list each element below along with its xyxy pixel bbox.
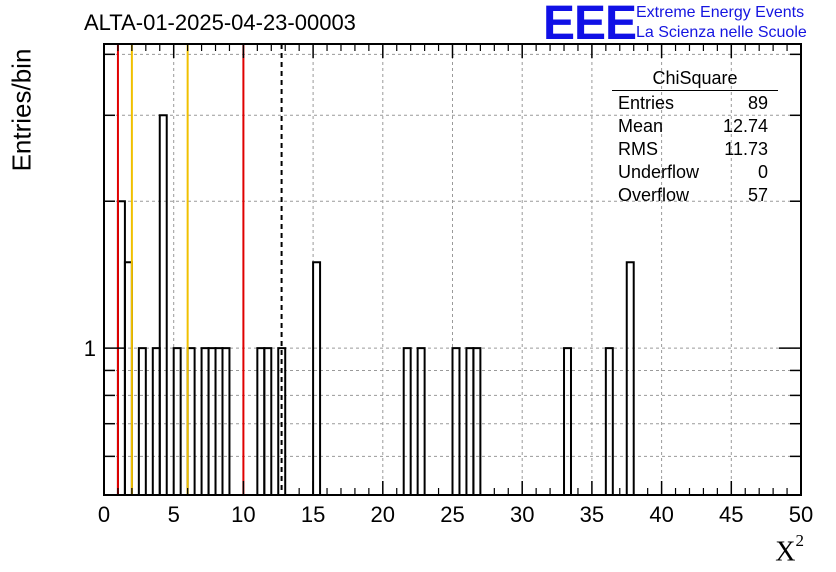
logo-line-1: Extreme Energy Events [636,4,805,21]
x-tick-label: 35 [580,502,604,527]
stats-row-underflow: Underflow 0 [612,161,778,184]
y-axis-label: Entries/bin [6,48,37,172]
x-tick-label: 30 [510,502,534,527]
stats-value: 0 [757,162,768,182]
histogram-bin [604,347,614,495]
stats-value: 57 [747,185,768,205]
stats-value: 12.74 [722,116,768,136]
stats-box: ChiSquare Entries 89 Mean 12.74 RMS 11.7… [612,68,778,207]
x-tick-label: 25 [440,502,464,527]
histogram-bin [563,347,572,495]
stats-row-overflow: Overflow 57 [612,184,778,207]
x-tick-label: 50 [789,502,813,527]
stats-title: ChiSquare [612,68,778,91]
stats-label: Underflow [618,162,700,182]
x-axis-label-superscript: 2 [795,530,805,550]
x-tick-label: 10 [231,502,255,527]
histogram-bin [172,347,182,495]
histogram-bin [137,347,147,495]
x-axis-label-base: X [775,536,796,567]
x-tick-label: 5 [168,502,180,527]
histogram-bin [221,347,231,495]
y-tick-label: 1 [84,336,96,361]
histogram-bin [416,347,426,495]
histogram-bin [625,261,635,495]
x-tick-label: 15 [301,502,325,527]
histogram-bin [472,347,482,495]
stats-label: RMS [618,139,658,159]
histogram-bin [402,347,412,495]
logo-line-2: La Scienza nelle Scuole [636,24,807,41]
histogram-bin [277,347,287,495]
stats-row-mean: Mean 12.74 [612,115,778,138]
stats-label: Mean [618,116,664,136]
x-tick-label: 40 [649,502,673,527]
eee-logo: EEE [543,0,637,50]
x-tick-label: 0 [98,502,110,527]
histogram-bin [312,261,322,495]
x-tick-label: 20 [371,502,395,527]
stats-row-entries: Entries 89 [612,92,778,115]
histogram-bin [451,347,461,495]
histogram-bin [158,114,168,495]
x-axis-label: X2 [775,531,804,568]
stats-label: Entries [618,93,675,113]
page-title: ALTA-01-2025-04-23-00003 [84,10,356,35]
stats-value: 11.73 [724,139,768,159]
histogram-bin [123,261,133,495]
histogram-bin [263,347,273,495]
x-tick-label: 45 [719,502,743,527]
stats-row-rms: RMS 11.73 [612,138,778,161]
stats-value: 89 [747,93,768,113]
stats-label: Overflow [618,185,690,205]
